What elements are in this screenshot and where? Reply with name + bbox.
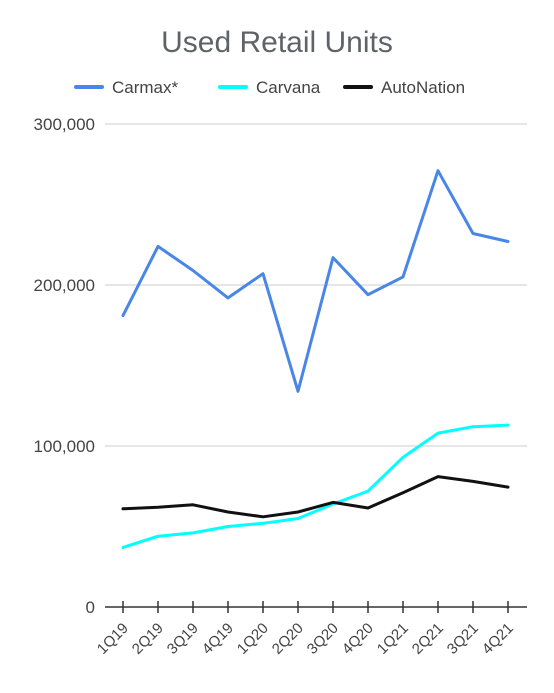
y-tick-label: 300,000 bbox=[34, 115, 95, 134]
gridlines bbox=[105, 123, 527, 447]
x-tick-label: 3Q21 bbox=[444, 620, 482, 658]
chart-title: Used Retail Units bbox=[161, 26, 393, 59]
legend-label: Carvana bbox=[256, 78, 321, 97]
x-tick-label: 1Q21 bbox=[374, 620, 412, 658]
x-tick-label: 2Q21 bbox=[409, 620, 447, 658]
series-lines bbox=[121, 169, 510, 549]
y-tick-label: 100,000 bbox=[34, 437, 95, 456]
x-tick-label: 4Q20 bbox=[339, 620, 377, 658]
x-tick-label: 1Q20 bbox=[234, 620, 272, 658]
series-line-carmax bbox=[121, 169, 510, 393]
series-line-autonation bbox=[121, 475, 510, 519]
legend-label: Carmax* bbox=[112, 78, 179, 97]
y-tick-label: 0 bbox=[86, 598, 95, 617]
legend-label: AutoNation bbox=[381, 78, 465, 97]
x-tick-label: 2Q19 bbox=[129, 620, 167, 658]
x-tick-label: 3Q19 bbox=[164, 620, 202, 658]
x-tick-label: 4Q21 bbox=[479, 620, 517, 658]
x-tick-label: 1Q19 bbox=[94, 620, 132, 658]
y-axis: 0 100,000 200,000 300,000 bbox=[34, 115, 95, 617]
series-line-carvana bbox=[121, 423, 510, 549]
legend: Carmax* Carvana AutoNation bbox=[74, 78, 465, 97]
x-axis: 1Q192Q193Q194Q191Q202Q203Q204Q201Q212Q21… bbox=[94, 601, 527, 658]
x-tick-label: 3Q20 bbox=[304, 620, 342, 658]
x-tick-label: 2Q20 bbox=[269, 620, 307, 658]
y-tick-label: 200,000 bbox=[34, 276, 95, 295]
x-tick-label: 4Q19 bbox=[199, 620, 237, 658]
